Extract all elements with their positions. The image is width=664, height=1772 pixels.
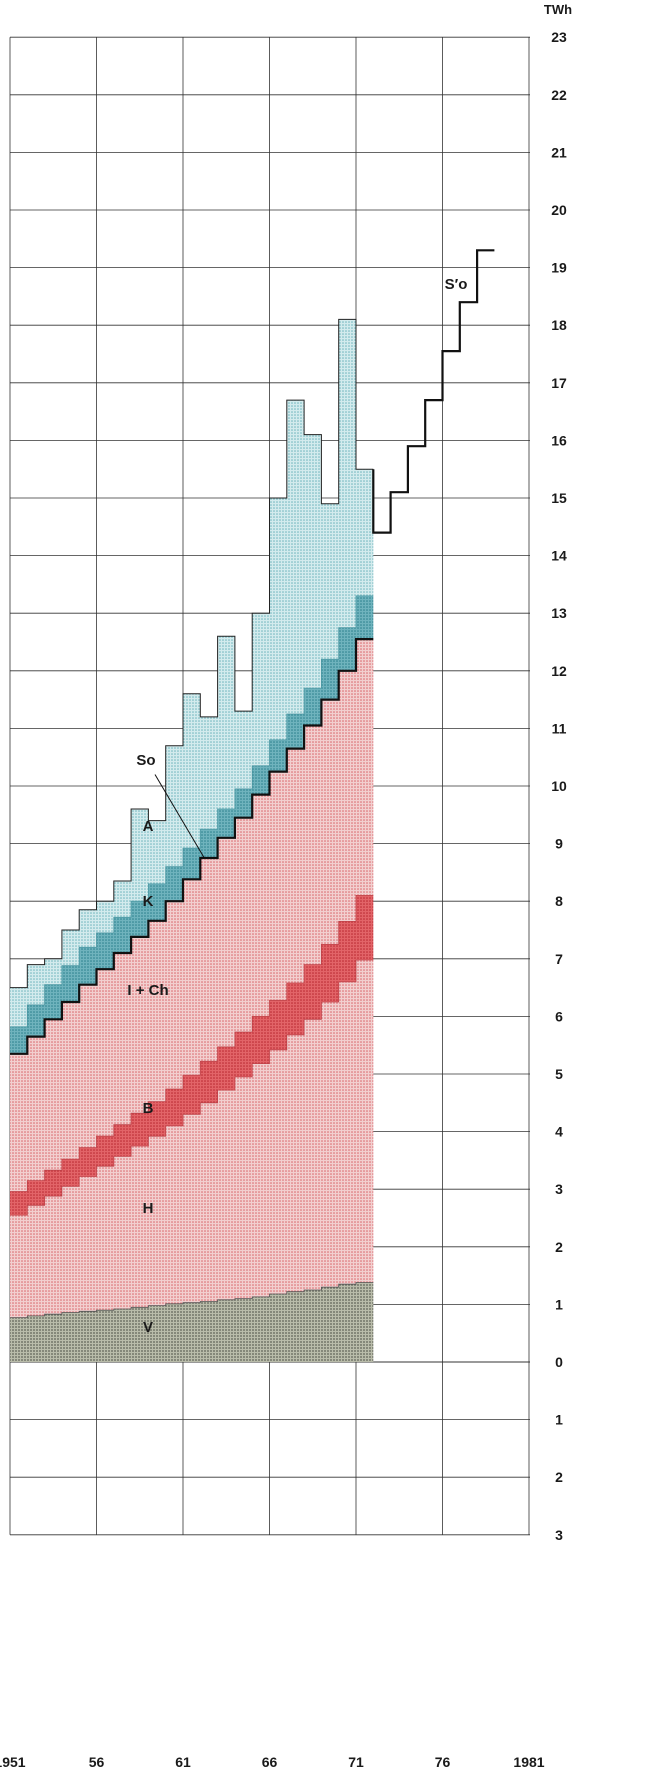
y-tick-label: 22 xyxy=(551,87,567,103)
line-A xyxy=(10,318,374,989)
y-tick-label: 18 xyxy=(551,317,567,333)
y-tick-label: 7 xyxy=(555,951,563,967)
label-V: V xyxy=(143,1319,153,1336)
x-tick-label: 61 xyxy=(175,1754,191,1770)
area-I-Ch xyxy=(10,639,374,1192)
y-tick-label: 19 xyxy=(551,260,567,276)
series-lines xyxy=(10,249,495,1318)
line-K xyxy=(10,595,374,1028)
x-tick-label: 56 xyxy=(89,1754,105,1770)
area-H xyxy=(10,960,374,1318)
line-H xyxy=(10,959,374,1216)
y-tick-label: 2 xyxy=(555,1239,563,1255)
label-A: A xyxy=(143,818,154,835)
y-tick-label: 14 xyxy=(551,548,567,564)
y-tick-label: 8 xyxy=(555,893,563,909)
y-tick-label: 1 xyxy=(555,1412,563,1428)
x-tick-label: 71 xyxy=(348,1754,364,1770)
y-tick-label: 4 xyxy=(555,1124,563,1140)
x-tick-label: 76 xyxy=(435,1754,451,1770)
So-pointer xyxy=(154,774,205,859)
label-K: K xyxy=(143,893,154,910)
x-tick-label: 1951 xyxy=(0,1754,26,1770)
line-So-prime xyxy=(372,249,495,534)
y-tick-label: 3 xyxy=(555,1181,563,1197)
y-tick-label: 1 xyxy=(555,1296,563,1312)
y-tick-label: 0 xyxy=(555,1354,563,1370)
x-tick-label: 1981 xyxy=(513,1754,544,1770)
label-I-Ch: I + Ch xyxy=(127,982,168,999)
y-tick-label: 10 xyxy=(551,778,567,794)
area-A xyxy=(10,319,374,1027)
label-So-prime: S′o xyxy=(445,276,468,293)
y-tick-label: 16 xyxy=(551,432,567,448)
y-tick-label: 11 xyxy=(552,720,567,736)
y-tick-label: 2 xyxy=(555,1469,563,1485)
y-axis-unit: TWh xyxy=(544,2,572,17)
y-tick-label: 3 xyxy=(555,1527,563,1543)
y-tick-label: 12 xyxy=(551,663,567,679)
axis-labels: TWh0123456789101112131415161718192021222… xyxy=(0,2,572,1770)
y-tick-label: 21 xyxy=(551,144,567,160)
area-B xyxy=(10,895,374,1216)
y-tick-label: 15 xyxy=(551,490,567,506)
area-V xyxy=(10,1282,374,1362)
stacked-areas xyxy=(10,319,374,1362)
x-tick-label: 66 xyxy=(262,1754,278,1770)
label-So: So xyxy=(136,752,155,769)
y-tick-label: 17 xyxy=(551,375,567,391)
y-tick-label: 9 xyxy=(555,836,563,852)
y-tick-label: 23 xyxy=(551,29,567,45)
label-B: B xyxy=(143,1100,154,1117)
line-B xyxy=(10,895,374,1192)
line-V xyxy=(10,1282,374,1318)
label-H: H xyxy=(143,1200,154,1217)
line-So xyxy=(10,638,374,1055)
y-tick-label: 5 xyxy=(555,1066,563,1082)
area-K xyxy=(10,595,374,1054)
y-tick-label: 6 xyxy=(555,1008,563,1024)
y-tick-label: 13 xyxy=(551,605,567,621)
y-tick-label: 20 xyxy=(551,202,567,218)
series-labels: A K I + Ch B H V So S′o xyxy=(127,276,467,1336)
